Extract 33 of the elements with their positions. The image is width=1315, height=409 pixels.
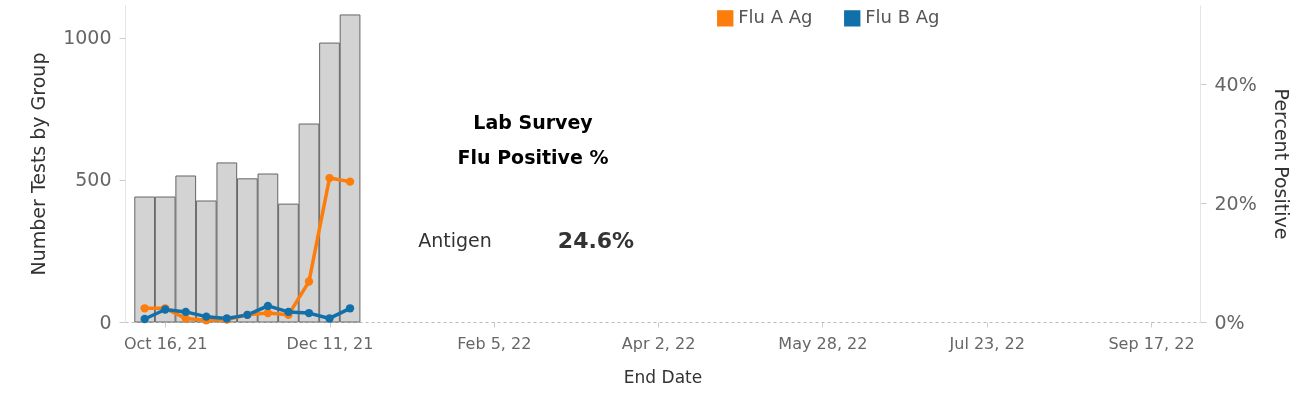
x-tick-label: Oct 16, 21 (123, 333, 208, 353)
legend-label: Flu A Ag (738, 6, 813, 28)
y-axis-title: Number Tests by Group (27, 52, 50, 276)
x-tick-label: Dec 11, 21 (286, 333, 374, 353)
annotation: Lab Survey (473, 111, 594, 133)
point (304, 308, 314, 318)
y-tick-label: 0 (99, 310, 112, 333)
y-tick-label: 1000 (63, 26, 112, 49)
y2-tick-label: 20% (1214, 191, 1257, 214)
point (140, 304, 149, 313)
point (263, 301, 273, 311)
point (325, 173, 334, 183)
point (304, 277, 314, 286)
y-tick-label: 500 (75, 168, 112, 191)
x-tick-label: Apr 2, 22 (621, 333, 696, 353)
point (140, 314, 149, 324)
point (345, 177, 355, 186)
x-tick-label: Sep 17, 22 (1108, 333, 1195, 353)
annotation: Antigen (418, 229, 492, 251)
point (181, 307, 190, 317)
annotation: 24.6% (557, 228, 635, 253)
y2-tick-label: 40% (1214, 72, 1257, 95)
point (345, 304, 355, 313)
legend-label: Flu B Ag (865, 6, 940, 28)
annotation: Flu Positive % (457, 146, 609, 168)
point (202, 312, 211, 321)
x-tick-label: Jul 23, 22 (948, 333, 1025, 353)
x-tick-label: May 28, 22 (778, 333, 868, 353)
point (325, 314, 334, 323)
y2-axis-title: Percent Positive (1270, 88, 1293, 240)
x-tick-label: Feb 5, 22 (457, 333, 532, 353)
y2-tick-label: 0% (1214, 310, 1245, 333)
x-axis-title: End Date (623, 366, 703, 387)
